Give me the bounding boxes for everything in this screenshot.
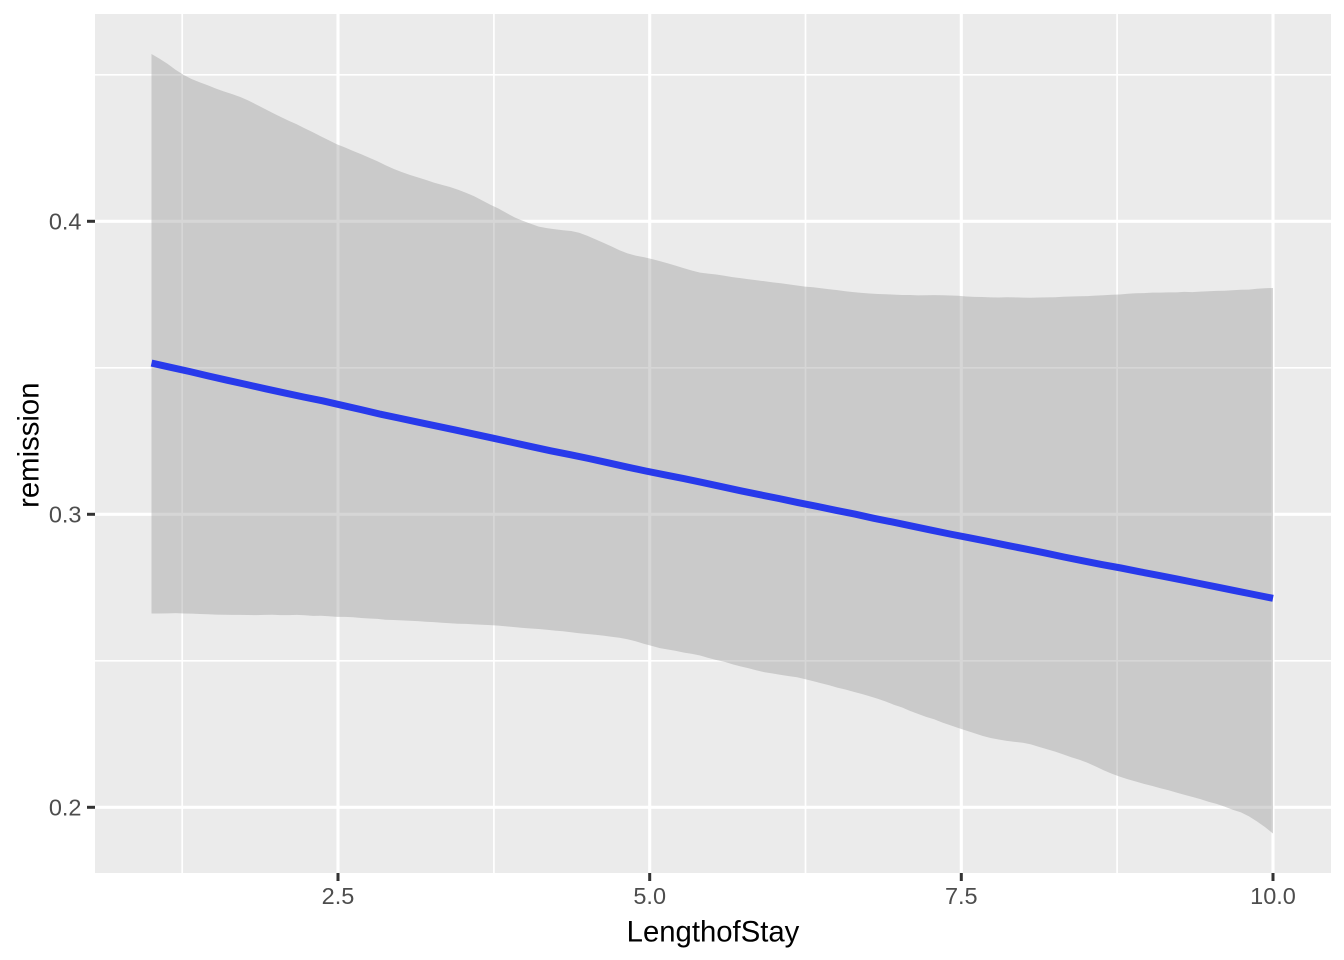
svg-text:10.0: 10.0 — [1250, 883, 1296, 909]
svg-text:remission: remission — [12, 383, 45, 508]
svg-text:0.4: 0.4 — [49, 209, 82, 235]
svg-text:2.5: 2.5 — [322, 883, 355, 909]
svg-text:0.3: 0.3 — [49, 502, 82, 528]
svg-text:0.2: 0.2 — [49, 795, 82, 821]
svg-text:5.0: 5.0 — [633, 883, 666, 909]
svg-text:LengthofStay: LengthofStay — [627, 916, 800, 949]
svg-text:7.5: 7.5 — [945, 883, 978, 909]
